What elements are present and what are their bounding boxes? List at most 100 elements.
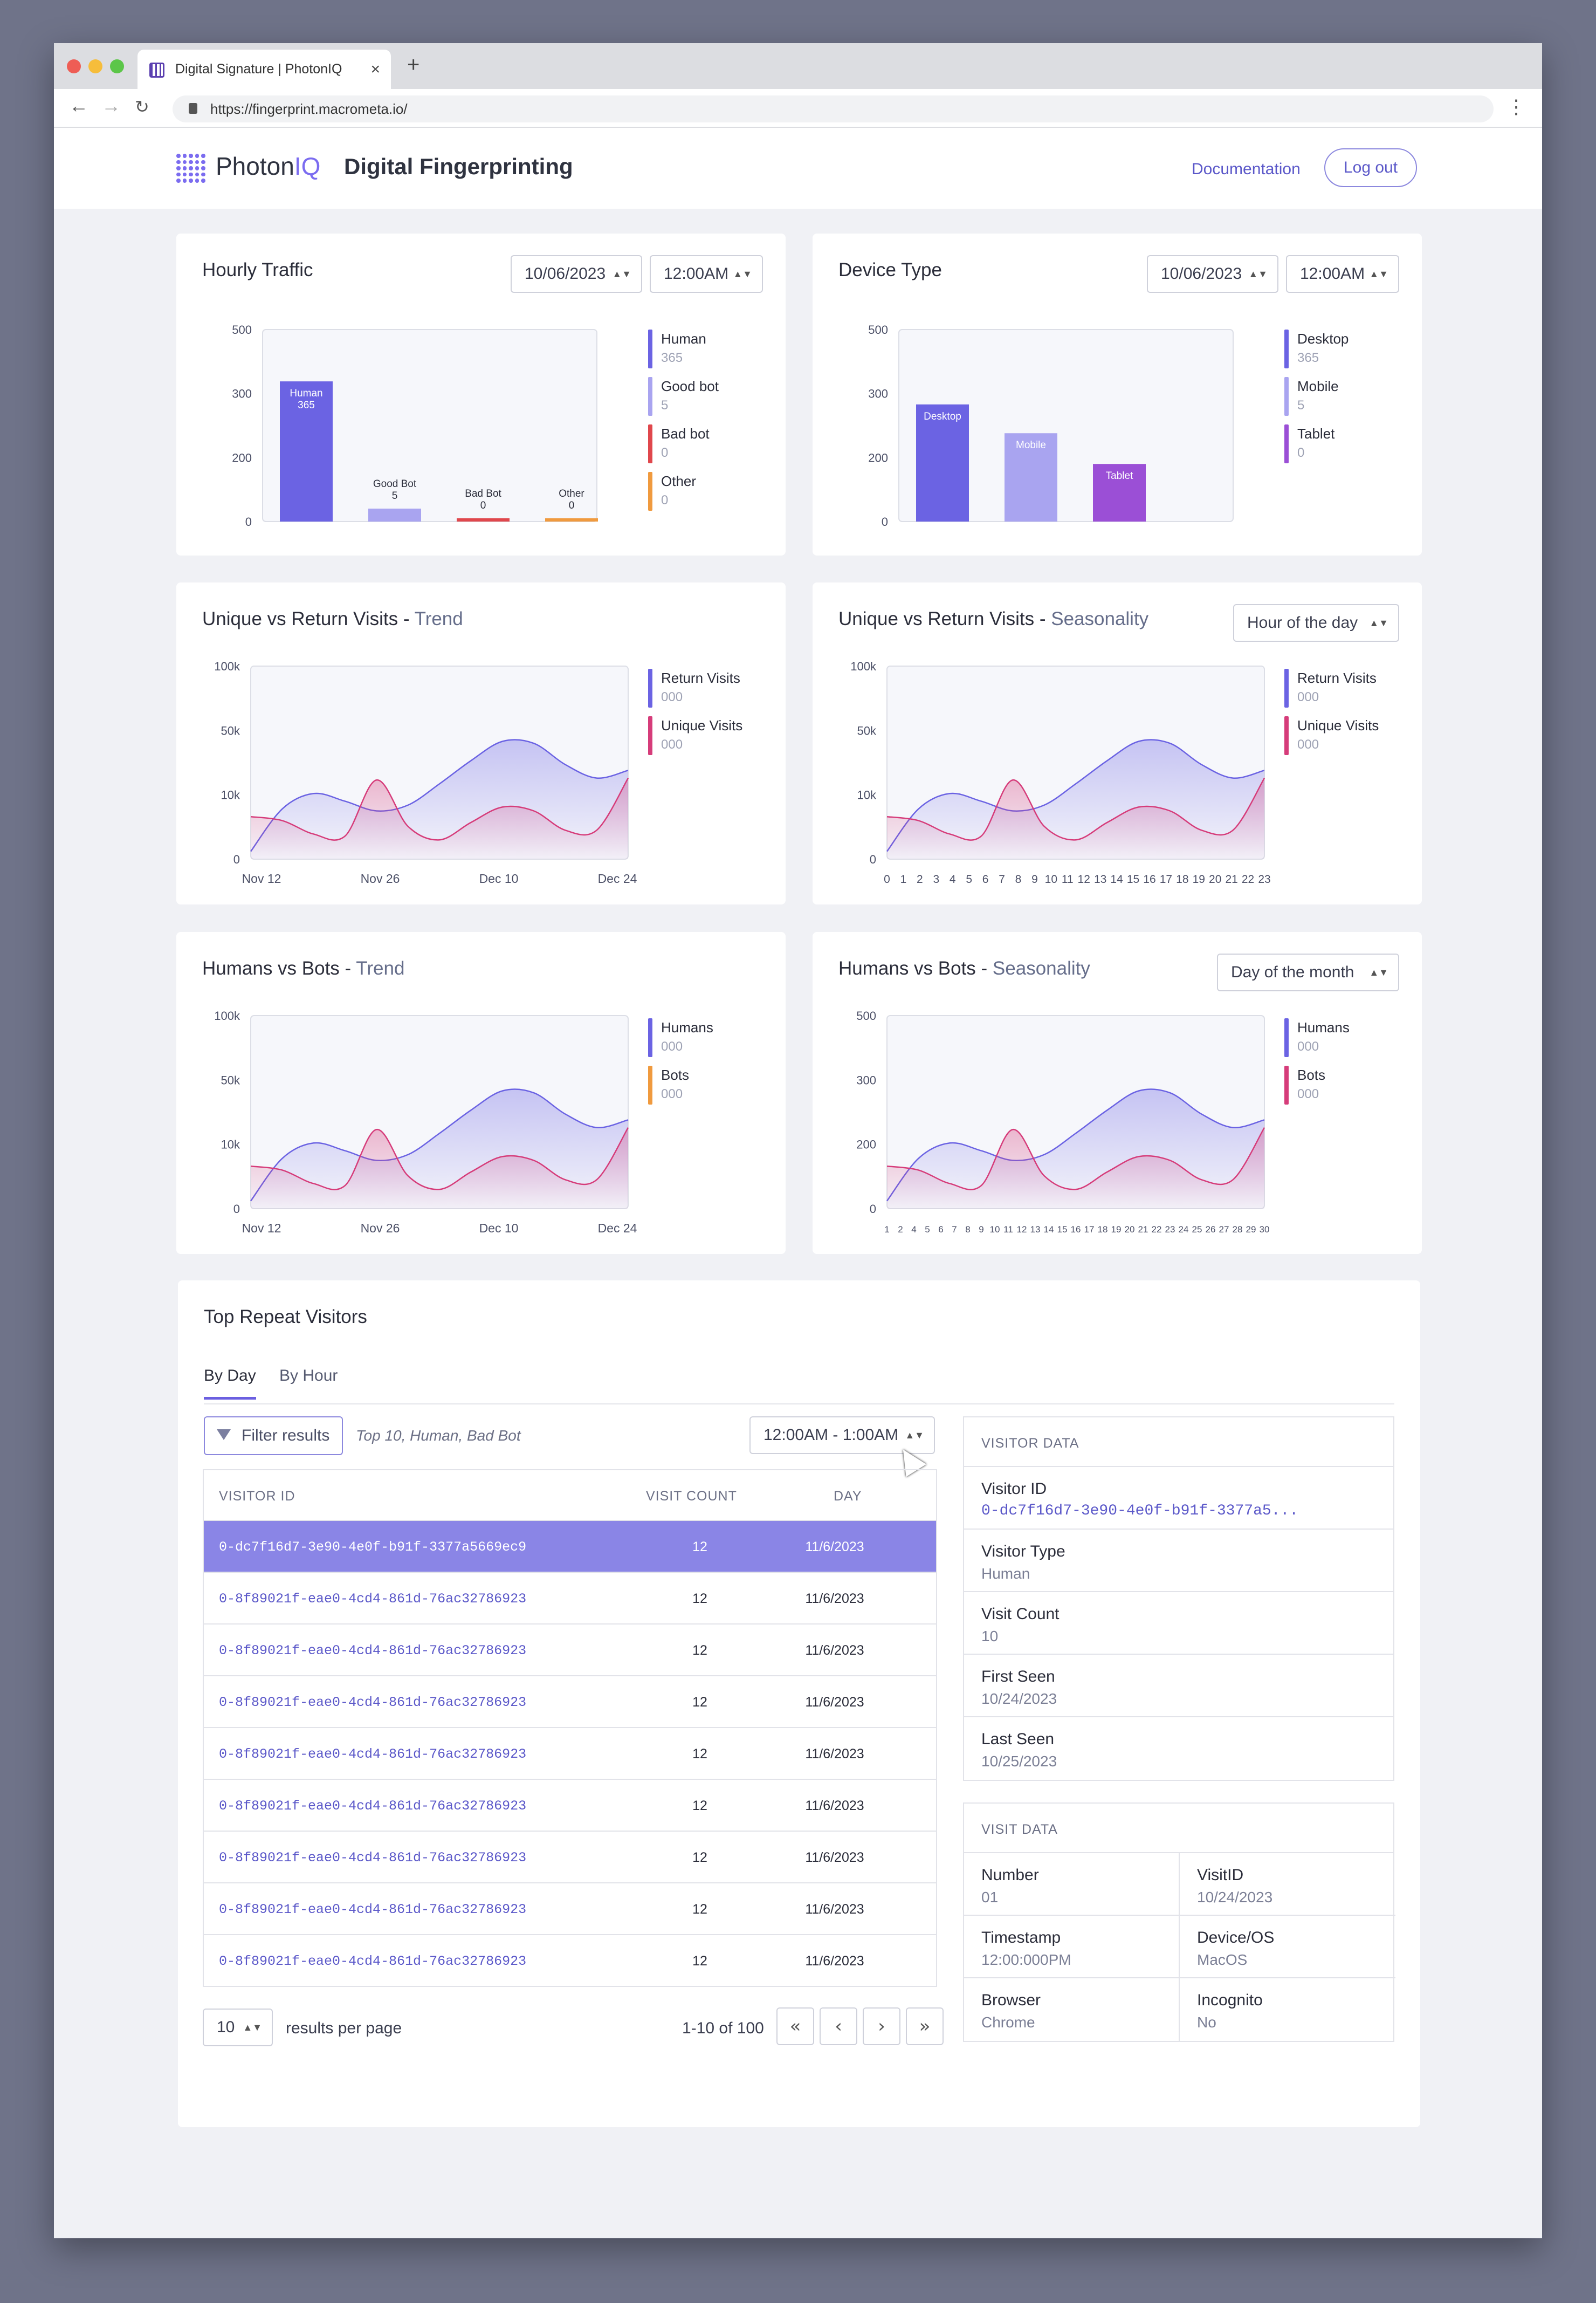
- per-page-select[interactable]: 10 ▲▼: [203, 2009, 273, 2046]
- x-tick-label: 22: [1242, 873, 1254, 886]
- x-tick-label: 5: [966, 873, 972, 886]
- visit-field-visitid: VisitID 10/24/2023: [1180, 1853, 1395, 1916]
- legend-name: Bad bot: [661, 426, 710, 442]
- visit-count-cell: 12: [692, 1746, 707, 1761]
- updown-icon: ▲▼: [1369, 967, 1388, 978]
- period-select[interactable]: Hour of the day ▲▼: [1233, 604, 1399, 642]
- x-tick-label: 23: [1165, 1224, 1175, 1235]
- table-row[interactable]: 0-8f89021f-eae0-4cd4-861d-76ac32786923 12…: [204, 1883, 936, 1935]
- table-row[interactable]: 0-8f89021f-eae0-4cd4-861d-76ac32786923 12…: [204, 1728, 936, 1780]
- time-select[interactable]: 12:00AM ▲▼: [1286, 255, 1399, 293]
- legend-value: 000: [661, 690, 683, 704]
- table-row[interactable]: 0-8f89021f-eae0-4cd4-861d-76ac32786923 12…: [204, 1573, 936, 1625]
- first-page-button[interactable]: «: [776, 2007, 814, 2045]
- visitor-id-cell[interactable]: 0-8f89021f-eae0-4cd4-861d-76ac32786923: [219, 1954, 527, 1969]
- table-row[interactable]: 0-8f89021f-eae0-4cd4-861d-76ac32786923 12…: [204, 1832, 936, 1883]
- field-value[interactable]: 0-dc7f16d7-3e90-4e0f-b91f-3377a5...: [981, 1503, 1299, 1519]
- field-label: VisitID: [1197, 1866, 1244, 1884]
- x-tick-label: 16: [1143, 873, 1155, 886]
- bar-label: Human: [290, 388, 322, 399]
- x-tick-label: 15: [1057, 1224, 1068, 1235]
- legend-value: 000: [661, 737, 683, 752]
- per-page-label: results per page: [286, 2019, 402, 2037]
- next-page-button[interactable]: ›: [863, 2007, 900, 2045]
- x-tick-label: 28: [1233, 1224, 1243, 1235]
- tab-by-day[interactable]: By Day: [204, 1367, 256, 1400]
- table-row[interactable]: 0-dc7f16d7-3e90-4e0f-b91f-3377a5669ec9 12…: [204, 1521, 936, 1573]
- y-tick-label: 0: [882, 515, 888, 529]
- area-bots: [251, 1127, 628, 1209]
- x-tick-label: 26: [1206, 1224, 1216, 1235]
- chart-legend: Return Visits 000 Unique Visits 000: [648, 669, 767, 764]
- bar-good-bot: [368, 509, 421, 522]
- x-tick-label: 17: [1084, 1224, 1095, 1235]
- day-cell: 11/6/2023: [805, 1798, 864, 1813]
- hourly-traffic-card: Hourly Traffic 10/06/2023 ▲▼ 12:00AM ▲▼ 0 2…: [176, 234, 786, 556]
- legend-item-bots: Bots 000: [648, 1066, 767, 1113]
- column-header[interactable]: VISITOR ID: [219, 1489, 295, 1504]
- updown-icon: ▲▼: [1369, 618, 1388, 628]
- legend-value: 000: [661, 1039, 683, 1054]
- field-value: 10/24/2023: [981, 1690, 1057, 1707]
- time-range-select[interactable]: 12:00AM - 1:00AM ▲▼: [749, 1416, 935, 1454]
- reload-icon[interactable]: ↻: [135, 97, 149, 116]
- tab-title: Digital Signature | PhotonIQ: [175, 61, 342, 77]
- prev-page-button[interactable]: ‹: [820, 2007, 857, 2045]
- visitor-id-cell[interactable]: 0-8f89021f-eae0-4cd4-861d-76ac32786923: [219, 1695, 527, 1710]
- field-label: Visit Count: [981, 1605, 1060, 1623]
- documentation-link[interactable]: Documentation: [1192, 160, 1301, 178]
- visitor-id-cell[interactable]: 0-8f89021f-eae0-4cd4-861d-76ac32786923: [219, 1902, 527, 1917]
- chart-legend: Human 365 Good bot 5 Bad bot 0 Other 0: [648, 330, 767, 519]
- visitor-id-cell[interactable]: 0-8f89021f-eae0-4cd4-861d-76ac32786923: [219, 1746, 527, 1762]
- x-tick-label: 10: [990, 1224, 1000, 1235]
- day-cell: 11/6/2023: [805, 1850, 864, 1865]
- field-value: 01: [981, 1889, 999, 1906]
- y-tick-label: 300: [868, 387, 888, 401]
- column-header[interactable]: VISIT COUNT: [646, 1489, 737, 1504]
- table-row[interactable]: 0-8f89021f-eae0-4cd4-861d-76ac32786923 12…: [204, 1780, 936, 1832]
- close-tab-icon[interactable]: ×: [370, 60, 380, 78]
- forward-arrow-icon[interactable]: →: [101, 94, 121, 116]
- logout-button[interactable]: Log out: [1324, 148, 1417, 187]
- app-header: PhotonIQ Digital Fingerprinting Document…: [54, 128, 1542, 209]
- table-row[interactable]: 0-8f89021f-eae0-4cd4-861d-76ac32786923 12…: [204, 1676, 936, 1728]
- legend-swatch: [648, 669, 652, 708]
- browser-menu-icon[interactable]: ⋮: [1506, 95, 1526, 118]
- visit-field-timestamp: Timestamp 12:00:000PM: [964, 1916, 1180, 1978]
- period-select[interactable]: Day of the month ▲▼: [1217, 954, 1399, 991]
- date-select[interactable]: 10/06/2023 ▲▼: [1147, 255, 1278, 293]
- x-tick-label: Nov 26: [361, 1221, 400, 1235]
- visitor-field-first-seen: First Seen 10/24/2023: [964, 1655, 1393, 1717]
- visitor-id-cell[interactable]: 0-8f89021f-eae0-4cd4-861d-76ac32786923: [219, 1591, 527, 1607]
- column-header[interactable]: DAY: [834, 1489, 862, 1504]
- time-select[interactable]: 12:00AM ▲▼: [650, 255, 763, 293]
- humans-bots-seasonality-card: Humans vs Bots - Seasonality Day of the …: [813, 932, 1422, 1254]
- updown-icon: ▲▼: [1369, 269, 1388, 279]
- table-row[interactable]: 0-8f89021f-eae0-4cd4-861d-76ac32786923 12…: [204, 1625, 936, 1676]
- y-tick-label: 0: [233, 853, 240, 866]
- browser-tab[interactable]: Digital Signature | PhotonIQ ×: [137, 50, 391, 89]
- visitor-id-cell[interactable]: 0-8f89021f-eae0-4cd4-861d-76ac32786923: [219, 1798, 527, 1814]
- card-title: Humans vs Bots - Trend: [202, 958, 405, 979]
- legend-name: Desktop: [1297, 331, 1349, 347]
- url-field[interactable]: https://fingerprint.macrometa.io/: [173, 95, 1494, 122]
- table-row[interactable]: 0-8f89021f-eae0-4cd4-861d-76ac32786923 12…: [204, 1935, 936, 1987]
- close-window-button[interactable]: [67, 59, 81, 73]
- field-value: 10/25/2023: [981, 1753, 1057, 1770]
- maximize-window-button[interactable]: [110, 59, 124, 73]
- y-tick-label: 10k: [221, 789, 240, 802]
- humans-bots-trend-card: Humans vs Bots - Trend 0 10k 50k 100k Nov 12…: [176, 932, 786, 1254]
- x-tick-label: 10: [1045, 873, 1057, 886]
- minimize-window-button[interactable]: [88, 59, 102, 73]
- back-arrow-icon[interactable]: ←: [69, 94, 88, 116]
- visitor-id-cell[interactable]: 0-8f89021f-eae0-4cd4-861d-76ac32786923: [219, 1643, 527, 1658]
- visitor-id-cell[interactable]: 0-dc7f16d7-3e90-4e0f-b91f-3377a5669ec9: [219, 1539, 527, 1555]
- legend-swatch: [648, 1018, 652, 1057]
- legend-item-other: Other 0: [648, 472, 767, 519]
- tab-by-hour[interactable]: By Hour: [279, 1367, 338, 1384]
- date-select[interactable]: 10/06/2023 ▲▼: [511, 255, 642, 293]
- visitor-id-cell[interactable]: 0-8f89021f-eae0-4cd4-861d-76ac32786923: [219, 1850, 527, 1866]
- new-tab-icon[interactable]: +: [407, 53, 420, 77]
- filter-results-button[interactable]: Filter results: [204, 1416, 343, 1455]
- last-page-button[interactable]: »: [906, 2007, 944, 2045]
